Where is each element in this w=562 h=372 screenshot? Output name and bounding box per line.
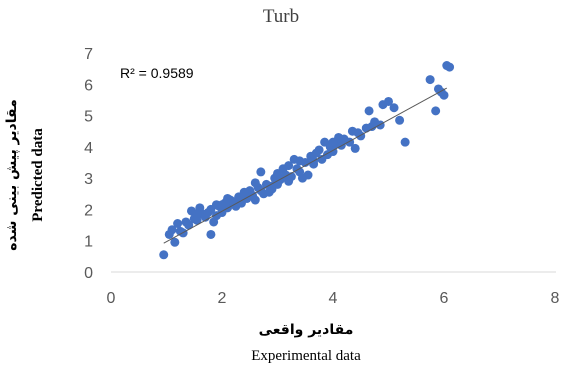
- data-point: [167, 225, 177, 235]
- data-point: [170, 237, 180, 247]
- data-point: [250, 195, 260, 205]
- x-tick-label: 8: [551, 290, 560, 307]
- data-point: [445, 62, 455, 72]
- y-tick-label: 5: [84, 109, 93, 126]
- data-point: [239, 187, 249, 197]
- data-point: [256, 186, 266, 196]
- data-point: [256, 167, 266, 177]
- data-point: [384, 96, 393, 106]
- y-tick-labels: 0 1 2 3 4 5 6 7: [84, 46, 93, 282]
- data-point: [389, 103, 399, 113]
- x-axis-label-persian: مقادیر واقعی: [258, 322, 354, 338]
- x-tick-label: 6: [440, 290, 449, 307]
- data-point: [314, 145, 324, 155]
- data-point: [206, 229, 216, 239]
- data-point: [173, 219, 183, 229]
- data-point: [192, 215, 202, 225]
- data-point: [192, 209, 202, 219]
- data-point: [350, 143, 360, 153]
- data-point: [267, 181, 277, 191]
- data-point: [295, 156, 305, 166]
- y-tick-label: 2: [84, 202, 93, 219]
- x-tick-labels: 0 2 4 6 8: [107, 290, 560, 307]
- y-tick-label: 6: [84, 77, 93, 94]
- y-tick-label: 7: [84, 46, 93, 63]
- y-tick-label: 4: [84, 140, 93, 157]
- y-tick-label: 1: [84, 234, 93, 251]
- data-point: [217, 200, 227, 210]
- data-point: [184, 220, 194, 230]
- data-point: [425, 75, 435, 85]
- data-point: [431, 106, 441, 116]
- data-point: [250, 178, 260, 188]
- data-point: [400, 137, 410, 147]
- x-tick-label: 4: [329, 290, 338, 307]
- data-point: [439, 90, 449, 100]
- y-tick-label: 0: [84, 265, 93, 282]
- x-tick-label: 2: [218, 290, 227, 307]
- x-tick-label: 0: [107, 290, 116, 307]
- x-axis-label: Experimental data: [251, 348, 361, 364]
- data-point: [395, 115, 405, 125]
- data-point: [303, 170, 313, 180]
- data-point: [223, 193, 233, 203]
- data-points: [159, 61, 455, 260]
- data-point: [284, 161, 294, 171]
- data-point: [159, 250, 169, 260]
- trendline: [163, 87, 448, 244]
- r-squared-label: R² = 0.9589: [120, 65, 194, 81]
- chart-title: Turb: [262, 6, 300, 27]
- data-point: [328, 137, 338, 147]
- data-point: [356, 131, 366, 141]
- data-point: [364, 106, 374, 116]
- data-point: [273, 168, 282, 178]
- y-tick-label: 3: [84, 171, 93, 188]
